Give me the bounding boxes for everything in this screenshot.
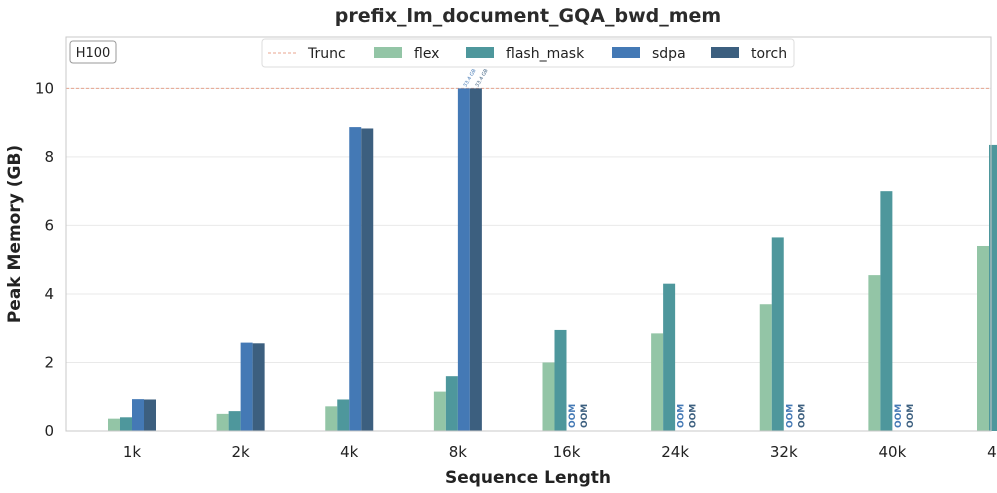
- bar-flash_mask: [880, 191, 893, 431]
- bar-flex: [868, 275, 881, 431]
- hardware-badge-text: H100: [76, 46, 111, 61]
- chart-title: prefix_lm_document_GQA_bwd_mem: [335, 5, 721, 27]
- bar-flex: [325, 406, 338, 431]
- y-tick-label: 2: [44, 353, 54, 371]
- x-tick-label: 40k: [878, 443, 906, 461]
- y-tick-label: 4: [44, 285, 54, 303]
- legend-label: flex: [414, 46, 439, 62]
- x-axis-ticks: 1k 2k 4k 8k 16k 24k 32k 40k 48k: [123, 443, 997, 461]
- bar-sdpa: [132, 399, 144, 431]
- bar-flash_mask: [120, 417, 132, 431]
- legend-label: torch: [751, 46, 787, 62]
- legend-swatch-flex: [374, 47, 402, 58]
- bar-flex: [433, 391, 446, 431]
- bar-flash_mask: [989, 144, 997, 431]
- bar-sdpa: [457, 88, 470, 432]
- y-tick-label: 0: [44, 422, 54, 440]
- oom-label: OOM: [580, 404, 590, 428]
- bar-flash_mask: [663, 283, 676, 431]
- x-tick-label: 2k: [232, 443, 251, 461]
- x-tick-label: 48k: [987, 443, 997, 461]
- oom-label: OOM: [677, 404, 687, 428]
- oom-label: OOM: [894, 404, 904, 428]
- bar-flash_mask: [771, 237, 784, 431]
- bar-flash_mask: [228, 411, 241, 431]
- oom-label: OOM: [689, 404, 699, 428]
- bar-sdpa: [240, 342, 253, 431]
- y-tick-label: 10: [35, 79, 54, 97]
- legend-swatch-torch: [711, 47, 739, 58]
- bar-flex: [542, 362, 555, 431]
- bars: 33.4 GBOOMOOMOOMOOMOOM33.4 GBOOMOOMOOMOO…: [108, 68, 997, 432]
- x-tick-label: 4k: [340, 443, 359, 461]
- y-tick-label: 6: [44, 216, 54, 234]
- bar-sdpa: [349, 127, 362, 432]
- oom-label: OOM: [568, 404, 578, 428]
- bar-flash_mask: [337, 399, 350, 431]
- bar-flex: [108, 418, 120, 431]
- legend-label: Trunc: [307, 46, 346, 62]
- bar-flex: [216, 413, 229, 431]
- x-tick-label: 32k: [770, 443, 798, 461]
- legend-swatch-flash_mask: [466, 47, 494, 58]
- bar-torch: [252, 343, 265, 431]
- bar-torch: [361, 128, 374, 432]
- bar-flash_mask: [445, 376, 458, 431]
- bar-torch: [469, 88, 482, 432]
- hardware-badge: H100: [69, 40, 117, 64]
- y-tick-label: 8: [44, 148, 54, 166]
- y-axis-label: Peak Memory (GB): [5, 145, 25, 323]
- x-tick-label: 24k: [661, 443, 689, 461]
- grid-lines: [66, 87, 991, 363]
- bar-torch: [144, 399, 156, 431]
- oom-label: OOM: [906, 404, 916, 428]
- legend-box: [261, 38, 795, 68]
- bar-flex: [759, 304, 772, 431]
- plot-area-frame: [65, 36, 992, 432]
- legend: Trunc flex flash_mask sdpa torch: [261, 38, 795, 68]
- x-tick-label: 1k: [123, 443, 142, 461]
- bar-flex: [977, 245, 989, 431]
- oom-label: OOM: [785, 404, 795, 428]
- oom-label: OOM: [797, 404, 807, 428]
- y-axis-ticks: 0 2 4 6 8 10: [35, 79, 54, 440]
- legend-label: sdpa: [652, 46, 686, 62]
- bar-flex: [651, 333, 664, 431]
- x-tick-label: 16k: [553, 443, 581, 461]
- legend-label: flash_mask: [506, 46, 585, 62]
- legend-swatch-sdpa: [612, 47, 640, 58]
- x-tick-label: 8k: [449, 443, 468, 461]
- x-axis-label: Sequence Length: [445, 468, 611, 488]
- bar-flash_mask: [554, 329, 567, 431]
